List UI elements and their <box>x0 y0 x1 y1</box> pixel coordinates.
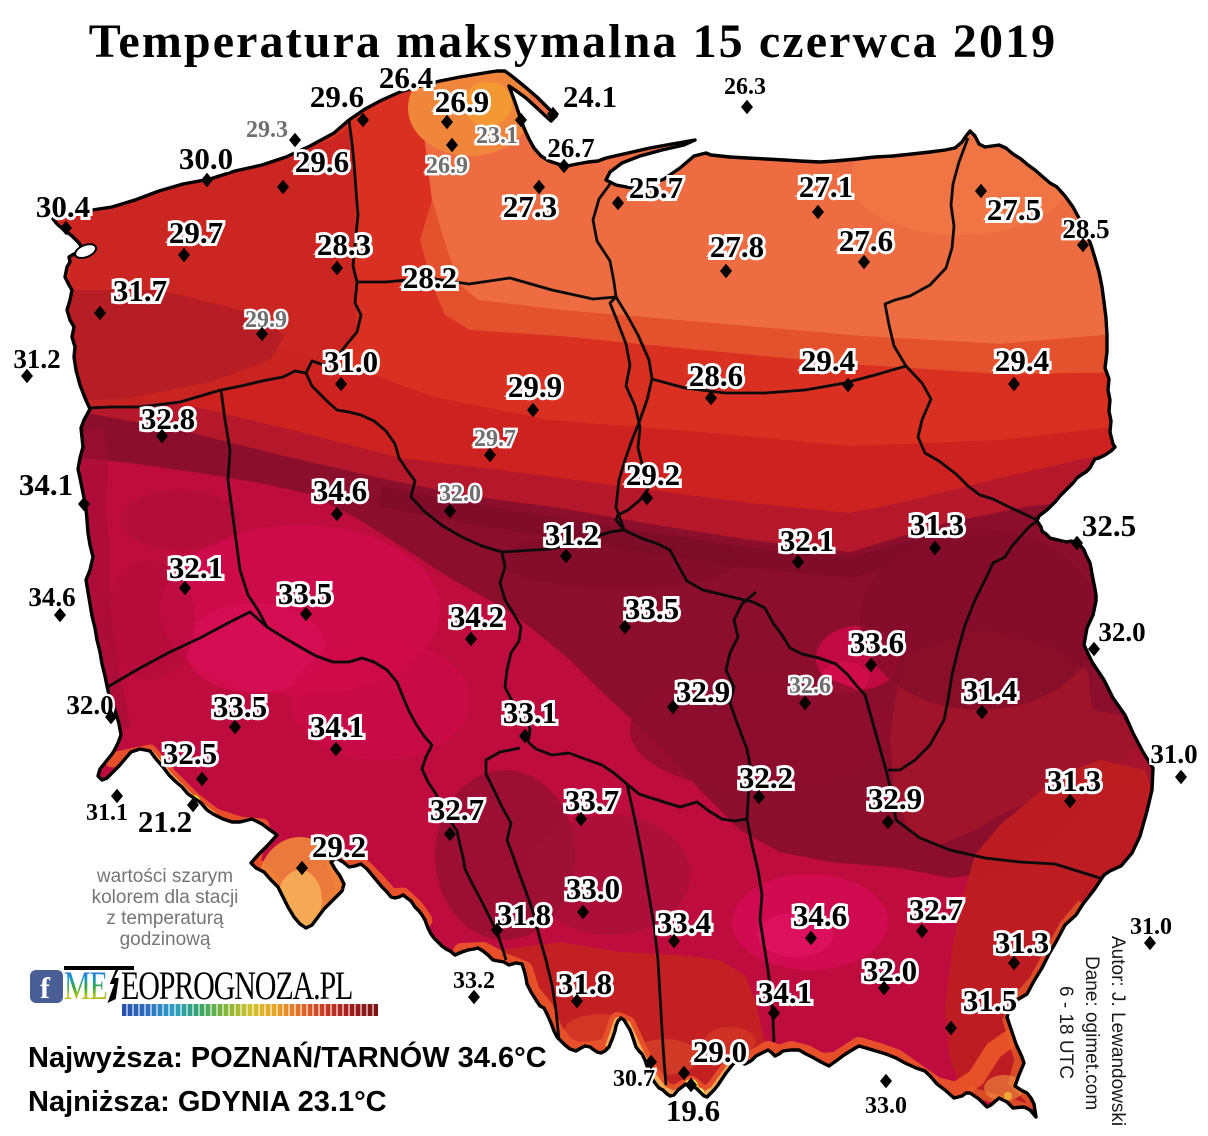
svg-text:32.0: 32.0 <box>439 481 481 507</box>
svg-text:28.2: 28.2 <box>403 260 457 295</box>
svg-text:27.1: 27.1 <box>799 169 853 204</box>
svg-text:29.9: 29.9 <box>508 369 562 404</box>
svg-text:30.7: 30.7 <box>613 1066 655 1092</box>
svg-text:34.6: 34.6 <box>313 473 367 508</box>
svg-text:29.0: 29.0 <box>693 1034 747 1069</box>
svg-text:29.3: 29.3 <box>246 117 288 143</box>
svg-text:34.1: 34.1 <box>19 467 73 502</box>
svg-text:31.3: 31.3 <box>1047 763 1101 798</box>
svg-text:27.3: 27.3 <box>503 189 557 224</box>
svg-text:31.3: 31.3 <box>910 507 964 542</box>
svg-text:29.2: 29.2 <box>626 457 680 492</box>
svg-text:31.0: 31.0 <box>1150 739 1197 769</box>
svg-text:27.8: 27.8 <box>710 229 764 264</box>
svg-text:33.6: 33.6 <box>850 625 904 660</box>
svg-text:31.0: 31.0 <box>1130 914 1172 940</box>
svg-text:26.4: 26.4 <box>379 60 433 95</box>
svg-text:32.8: 32.8 <box>141 401 195 436</box>
svg-text:32.5: 32.5 <box>163 736 217 771</box>
svg-text:Autor: J. Lewandowski: Autor: J. Lewandowski <box>1107 936 1128 1126</box>
svg-text:29.6: 29.6 <box>310 79 364 114</box>
svg-text:31.0: 31.0 <box>324 344 378 379</box>
svg-text:31.3: 31.3 <box>995 925 1049 960</box>
svg-text:32.9: 32.9 <box>868 781 922 816</box>
svg-text:33.7: 33.7 <box>565 783 619 818</box>
svg-text:27.5: 27.5 <box>987 192 1041 227</box>
svg-text:31.7: 31.7 <box>113 273 167 308</box>
svg-text:29.7: 29.7 <box>169 215 223 250</box>
svg-text:29.9: 29.9 <box>245 307 287 333</box>
svg-text:6 - 18 UTC: 6 - 18 UTC <box>1055 986 1076 1079</box>
svg-text:26.9: 26.9 <box>426 153 468 179</box>
svg-text:26.9: 26.9 <box>435 84 489 119</box>
svg-text:33.0: 33.0 <box>865 1093 907 1119</box>
svg-text:32.0: 32.0 <box>863 953 917 988</box>
svg-text:31.8: 31.8 <box>558 966 612 1001</box>
svg-text:29.4: 29.4 <box>801 343 855 378</box>
svg-text:21.2: 21.2 <box>138 804 192 839</box>
svg-text:26.3: 26.3 <box>724 74 766 100</box>
svg-text:33.0: 33.0 <box>566 871 620 906</box>
svg-text:34.6: 34.6 <box>793 898 847 933</box>
svg-text:32.9: 32.9 <box>676 674 730 709</box>
svg-text:28.5: 28.5 <box>1062 214 1109 244</box>
svg-text:34.1: 34.1 <box>310 709 364 744</box>
svg-text:29.2: 29.2 <box>312 829 366 864</box>
svg-text:29.4: 29.4 <box>995 343 1049 378</box>
svg-text:Dane: ogimet.com: Dane: ogimet.com <box>1081 956 1102 1110</box>
svg-text:32.1: 32.1 <box>780 523 834 558</box>
svg-text:31.2: 31.2 <box>13 344 60 374</box>
svg-text:32.5: 32.5 <box>1082 508 1136 543</box>
svg-text:24.1: 24.1 <box>563 79 617 114</box>
svg-text:32.2: 32.2 <box>739 760 793 795</box>
svg-text:33.5: 33.5 <box>625 591 679 626</box>
svg-text:19.6: 19.6 <box>666 1093 720 1128</box>
svg-text:23.1: 23.1 <box>476 123 518 149</box>
svg-text:32.0: 32.0 <box>1098 617 1145 647</box>
svg-text:33.4: 33.4 <box>657 905 711 940</box>
svg-text:31.5: 31.5 <box>963 983 1017 1018</box>
svg-text:30.0: 30.0 <box>179 141 233 176</box>
svg-text:31.8: 31.8 <box>497 897 551 932</box>
svg-text:32.7: 32.7 <box>909 892 963 927</box>
svg-text:31.1: 31.1 <box>86 800 128 826</box>
svg-text:25.7: 25.7 <box>629 170 683 205</box>
svg-text:34.1: 34.1 <box>758 975 812 1010</box>
svg-text:29.7: 29.7 <box>474 426 516 452</box>
svg-text:34.6: 34.6 <box>28 582 75 612</box>
svg-text:33.1: 33.1 <box>503 695 557 730</box>
svg-text:26.7: 26.7 <box>547 133 594 163</box>
svg-text:31.4: 31.4 <box>963 673 1017 708</box>
svg-text:34.2: 34.2 <box>450 599 504 634</box>
svg-text:30.4: 30.4 <box>36 189 90 224</box>
svg-text:32.1: 32.1 <box>169 550 223 585</box>
svg-text:28.3: 28.3 <box>317 227 371 262</box>
svg-text:32.6: 32.6 <box>789 673 831 699</box>
svg-text:32.7: 32.7 <box>430 792 484 827</box>
svg-text:33.5: 33.5 <box>278 576 332 611</box>
svg-text:31.2: 31.2 <box>545 517 599 552</box>
svg-text:33.5: 33.5 <box>213 689 267 724</box>
svg-text:28.6: 28.6 <box>689 358 743 393</box>
svg-text:29.6: 29.6 <box>295 144 349 179</box>
svg-text:27.6: 27.6 <box>839 223 893 258</box>
